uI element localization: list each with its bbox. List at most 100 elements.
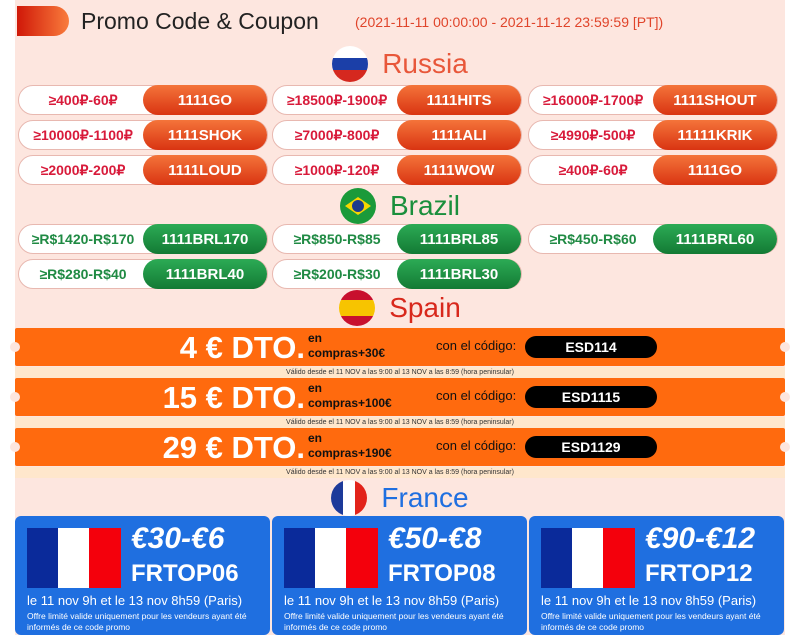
discount-amount: €50-€8 — [388, 522, 482, 555]
coupon-code-button[interactable]: 1111BRL85 — [397, 224, 521, 254]
coupon-threshold: ≥1000₽-120₽ — [294, 161, 380, 178]
coupon-spain[interactable]: 4 € DTO. en compras+30€ con el código: ESD11… — [10, 328, 790, 366]
coupon-code-button[interactable]: 1111BRL60 — [653, 224, 777, 254]
coupon-france[interactable]: €90-€12 FRTOP12 le 11 nov 9h et le 13 nov … — [529, 516, 784, 635]
coupon-code-button[interactable]: ESD1129 — [525, 436, 657, 458]
notch — [10, 392, 20, 402]
coupon-code-button[interactable]: 1111SHOUT — [653, 85, 777, 115]
coupon-russia[interactable]: ≥400₽-60₽ 1111GO — [18, 85, 268, 115]
coupon-code-button[interactable]: 1111ALI — [397, 120, 521, 150]
coupon-threshold: ≥R$1420-R$170 — [31, 231, 135, 247]
coupon-spain[interactable]: 15 € DTO. en compras+100€ con el código: ESD… — [10, 378, 790, 416]
minimum-purchase: en compras+190€ — [308, 431, 392, 461]
coupon-russia[interactable]: ≥1000₽-120₽ 1111WOW — [272, 155, 522, 185]
brazil-flag-icon — [339, 188, 376, 224]
spain-flag-icon — [339, 290, 376, 326]
en-label: en — [308, 381, 323, 395]
coupon-code-button[interactable]: ESD114 — [525, 336, 657, 358]
country-name: Russia — [382, 48, 468, 79]
offer-terms: Offre limité valide uniquement pour les … — [27, 611, 247, 632]
section-france: France — [15, 480, 785, 516]
country-name: Brazil — [389, 190, 460, 221]
country-name: Spain — [389, 292, 461, 323]
coupon-threshold: ≥18500₽-1900₽ — [286, 91, 388, 108]
min-amount: compras+190€ — [308, 446, 392, 460]
minimum-purchase: en compras+100€ — [308, 381, 392, 411]
france-flag-icon — [27, 528, 121, 588]
coupon-threshold: ≥400₽-60₽ — [48, 91, 118, 108]
notch — [10, 442, 20, 452]
page-header: Promo Code & Coupon (2021-11-11 00:00:00… — [15, 6, 785, 36]
coupon-brazil[interactable]: ≥R$450-R$60 1111BRL60 — [528, 224, 778, 254]
validity-text: Válido desde el 11 NOV a las 9:00 al 13 … — [15, 467, 785, 478]
coupon-france[interactable]: €50-€8 FRTOP08 le 11 nov 9h et le 13 nov 8… — [272, 516, 527, 635]
coupon-code-button[interactable]: 1111BRL30 — [397, 259, 521, 289]
promo-period: (2021-11-11 00:00:00 - 2021-11-12 23:59:… — [355, 14, 664, 30]
header-tab-decoration — [17, 6, 69, 36]
coupon-code-button[interactable]: 1111GO — [143, 85, 267, 115]
coupon-code-button[interactable]: 1111HITS — [397, 85, 521, 115]
coupon-threshold: ≥400₽-60₽ — [558, 161, 628, 178]
coupon-code-button[interactable]: 1111WOW — [397, 155, 521, 185]
coupon-threshold: ≥R$850-R$85 — [293, 231, 381, 247]
coupon-brazil[interactable]: ≥R$1420-R$170 1111BRL170 — [18, 224, 268, 254]
validity-dates: le 11 nov 9h et le 13 nov 8h59 (Paris) — [541, 593, 757, 608]
coupon-code[interactable]: FRTOP08 — [388, 560, 496, 587]
coupon-russia[interactable]: ≥16000₽-1700₽ 1111SHOUT — [528, 85, 778, 115]
validity-text: Válido desde el 11 NOV a las 9:00 al 13 … — [15, 417, 785, 428]
coupon-spain[interactable]: 29 € DTO. en compras+190€ con el código: ESD… — [10, 428, 790, 466]
coupon-threshold: ≥2000₽-200₽ — [40, 161, 126, 178]
section-russia: Russia — [15, 46, 785, 82]
france-flag-icon — [331, 480, 368, 516]
coupon-code-button[interactable]: 11111KRIK — [653, 120, 777, 150]
coupon-russia[interactable]: ≥18500₽-1900₽ 1111HITS — [272, 85, 522, 115]
code-label: con el código: — [436, 438, 517, 453]
notch — [780, 392, 790, 402]
coupon-france[interactable]: €30-€6 FRTOP06 le 11 nov 9h et le 13 nov 8… — [15, 516, 270, 635]
coupon-code-button[interactable]: 1111BRL170 — [143, 224, 267, 254]
discount-amount: 29 € DTO. — [162, 430, 305, 465]
russia-flag-icon — [332, 46, 369, 82]
code-label: con el código: — [436, 338, 517, 353]
coupon-russia[interactable]: ≥7000₽-800₽ 1111ALI — [272, 120, 522, 150]
coupon-code[interactable]: FRTOP06 — [131, 560, 239, 587]
country-name: France — [381, 482, 469, 513]
coupon-threshold: ≥R$200-R$30 — [293, 266, 381, 282]
coupon-code-button[interactable]: 1111LOUD — [143, 155, 267, 185]
coupon-code-button[interactable]: 1111BRL40 — [143, 259, 267, 289]
coupon-brazil[interactable]: ≥R$200-R$30 1111BRL30 — [272, 259, 522, 289]
validity-text: Válido desde el 11 NOV a las 9:00 al 13 … — [15, 367, 785, 378]
en-label: en — [308, 431, 323, 445]
coupon-code-button[interactable]: ESD1115 — [525, 386, 657, 408]
offer-terms: Offre limité valide uniquement pour les … — [284, 611, 504, 632]
validity-dates: le 11 nov 9h et le 13 nov 8h59 (Paris) — [27, 593, 243, 608]
discount-amount: 4 € DTO. — [179, 330, 305, 365]
coupon-code-button[interactable]: 1111GO — [653, 155, 777, 185]
coupon-threshold: ≥7000₽-800₽ — [294, 126, 380, 143]
min-amount: compras+100€ — [308, 396, 392, 410]
offer-terms: Offre limité valide uniquement pour les … — [541, 611, 761, 632]
notch — [780, 342, 790, 352]
coupon-threshold: ≥10000₽-1100₽ — [33, 126, 133, 143]
coupon-brazil[interactable]: ≥R$850-R$85 1111BRL85 — [272, 224, 522, 254]
code-label: con el código: — [436, 388, 517, 403]
coupon-russia[interactable]: ≥10000₽-1100₽ 1111SHOK — [18, 120, 268, 150]
france-flag-icon — [541, 528, 635, 588]
coupon-code-button[interactable]: 1111SHOK — [143, 120, 267, 150]
discount-amount: €30-€6 — [131, 522, 225, 555]
coupon-brazil[interactable]: ≥R$280-R$40 1111BRL40 — [18, 259, 268, 289]
section-spain: Spain — [15, 290, 785, 326]
page-title: Promo Code & Coupon — [81, 8, 319, 34]
minimum-purchase: en compras+30€ — [308, 331, 385, 361]
coupon-russia[interactable]: ≥400₽-60₽ 1111GO — [528, 155, 778, 185]
france-flag-icon — [284, 528, 378, 588]
coupon-russia[interactable]: ≥2000₽-200₽ 1111LOUD — [18, 155, 268, 185]
coupon-code[interactable]: FRTOP12 — [645, 560, 753, 587]
coupon-russia[interactable]: ≥4990₽-500₽ 11111KRIK — [528, 120, 778, 150]
promo-page: Promo Code & Coupon (2021-11-11 00:00:00… — [10, 0, 790, 635]
notch — [10, 342, 20, 352]
section-brazil: Brazil — [15, 188, 785, 224]
coupon-threshold: ≥R$450-R$60 — [549, 231, 637, 247]
coupon-threshold: ≥16000₽-1700₽ — [542, 91, 644, 108]
discount-amount: 15 € DTO. — [162, 380, 305, 415]
